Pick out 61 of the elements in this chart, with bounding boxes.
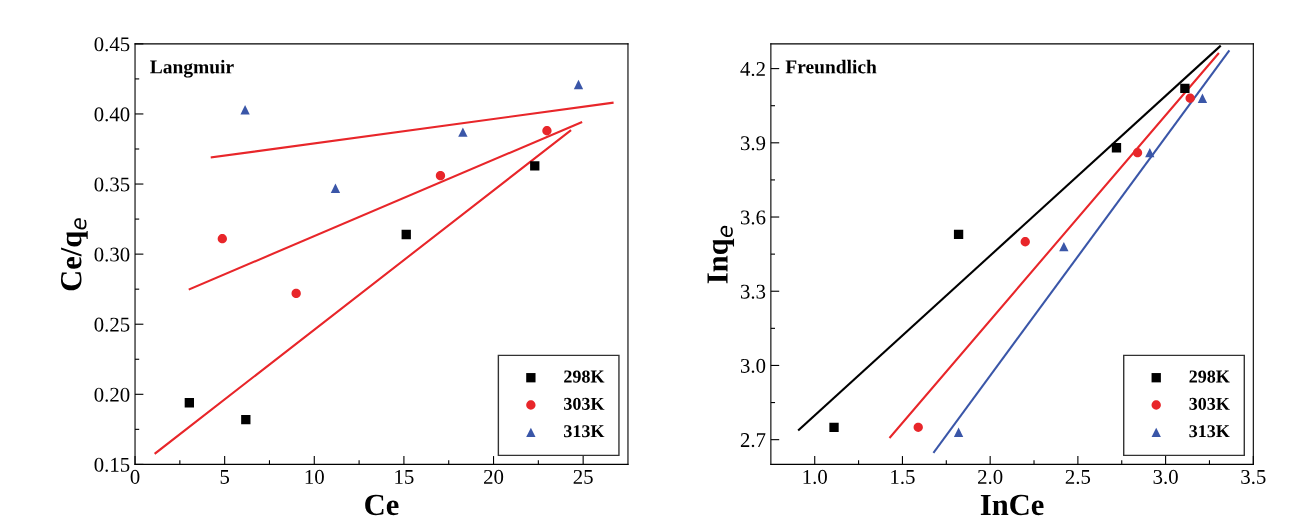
point <box>240 105 250 115</box>
y-tick-label: 0.20 <box>94 387 130 402</box>
x-tick-label: 1.5 <box>891 469 915 485</box>
annotation: Freundlich <box>785 59 877 74</box>
y-tick-label: 0.40 <box>94 107 130 122</box>
point <box>291 288 301 299</box>
x-tick-label: 3.0 <box>1153 469 1178 485</box>
point <box>435 170 446 181</box>
point <box>458 127 468 137</box>
point <box>542 126 552 136</box>
point <box>330 183 341 193</box>
x-tick-label: 2.0 <box>978 469 1003 485</box>
point <box>573 79 584 90</box>
x-axis-title: Ce <box>365 494 399 516</box>
legend-label: 313K <box>1189 425 1230 438</box>
point <box>401 229 411 240</box>
y-tick-label: 0.25 <box>94 317 130 332</box>
point <box>1145 148 1155 158</box>
y-tick-label: 3.6 <box>740 210 766 225</box>
y-axis-title: Ce/q$_{e}$ <box>60 218 88 291</box>
x-tick-label: 15 <box>395 469 414 484</box>
y-tick-label: 4.2 <box>740 62 765 77</box>
point <box>953 427 964 437</box>
y-tick-label: 0.15 <box>94 457 130 472</box>
point <box>1020 237 1030 247</box>
x-tick-label: 5 <box>220 470 230 484</box>
legend-label: 303K <box>1189 397 1230 410</box>
y-tick-label: 3.0 <box>740 358 766 373</box>
x-tick-label: 2.5 <box>1065 469 1091 485</box>
point <box>1180 83 1190 94</box>
legend-label: 313K <box>564 425 605 438</box>
point <box>1197 93 1208 103</box>
y-tick-label: 3.3 <box>740 284 766 299</box>
point <box>1132 148 1143 158</box>
x-tick-label: 25 <box>573 469 593 484</box>
point <box>184 398 194 408</box>
legend-label: 298K <box>564 370 605 383</box>
legend-label: 298K <box>1189 370 1230 383</box>
x-axis-title: InCe <box>980 494 1044 516</box>
point <box>217 234 227 244</box>
y-tick-label: 2.7 <box>740 433 766 448</box>
y-axis-title: Inq$_{e}$ <box>707 225 735 284</box>
legend-label: 303K <box>564 397 605 410</box>
point <box>1111 143 1122 153</box>
point <box>913 422 923 432</box>
point <box>1185 93 1195 103</box>
point <box>1059 242 1069 252</box>
y-tick-label: 0.45 <box>94 37 130 52</box>
y-tick-label: 3.9 <box>740 136 766 151</box>
x-tick-label: 20 <box>484 469 504 484</box>
annotation: Langmuir <box>150 59 234 78</box>
point <box>530 161 540 171</box>
x-tick-label: 0 <box>130 469 140 484</box>
point <box>829 422 839 432</box>
x-tick-label: 10 <box>305 469 324 484</box>
x-tick-label: 1.0 <box>803 469 827 485</box>
point <box>953 229 964 239</box>
y-tick-label: 0.35 <box>94 177 130 192</box>
y-tick-label: 0.30 <box>94 247 130 262</box>
x-tick-label: 3.5 <box>1241 469 1266 485</box>
point <box>241 414 251 425</box>
